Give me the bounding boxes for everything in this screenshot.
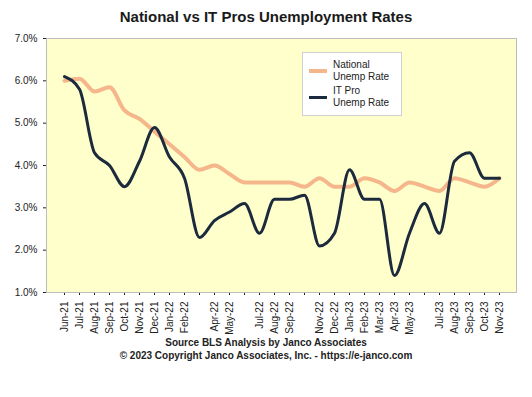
svg-text:Dec-22: Dec-22	[329, 301, 340, 334]
svg-text:Oct-21: Oct-21	[119, 301, 130, 331]
svg-text:May-22: May-22	[224, 301, 235, 335]
svg-text:Apr-22: Apr-22	[209, 301, 220, 331]
svg-text:Aug-22: Aug-22	[269, 301, 280, 334]
svg-text:Jan-22: Jan-22	[164, 301, 175, 332]
svg-text:Sep-21: Sep-21	[104, 301, 115, 334]
svg-text:May-23: May-23	[404, 301, 415, 335]
html-text:Source BLS Analysis by Janco A: Source BLS Analysis by Janco Associates	[165, 337, 367, 348]
svg-text:Nov-21: Nov-21	[134, 301, 145, 334]
svg-text:4.0%: 4.0%	[15, 160, 38, 171]
svg-text:2.0%: 2.0%	[15, 244, 38, 255]
svg-text:Aug-21: Aug-21	[89, 301, 100, 334]
svg-text:3.0%: 3.0%	[15, 202, 38, 213]
svg-text:Mar-23: Mar-23	[374, 301, 385, 333]
svg-text:Nov-23: Nov-23	[494, 301, 505, 334]
html-text:National Unemp Rate: National Unemp Rate	[333, 59, 390, 82]
svg-text:Sep-22: Sep-22	[284, 301, 295, 334]
svg-text:Jul-22: Jul-22	[254, 301, 265, 329]
html-text:National vs IT Pros Unemployme: National vs IT Pros Unemployment Rates	[119, 8, 413, 25]
svg-text:Apr-23: Apr-23	[389, 301, 400, 331]
html-text:© 2023 Copyright Janco Associa: © 2023 Copyright Janco Associates, Inc. …	[119, 350, 413, 361]
svg-text:5.0%: 5.0%	[15, 117, 38, 128]
svg-text:Dec-21: Dec-21	[149, 301, 160, 334]
svg-text:Nov-22: Nov-22	[314, 301, 325, 334]
svg-text:Feb-22: Feb-22	[179, 301, 190, 333]
svg-text:Jul-23: Jul-23	[434, 301, 445, 329]
svg-text:Aug-23: Aug-23	[449, 301, 460, 334]
html-text:IT Pro Unemp Rate: IT Pro Unemp Rate	[333, 85, 390, 108]
svg-text:Jul-21: Jul-21	[74, 301, 85, 329]
svg-text:Jan-23: Jan-23	[344, 301, 355, 332]
svg-text:Jun-21: Jun-21	[59, 301, 70, 332]
svg-text:6.0%: 6.0%	[15, 75, 38, 86]
svg-text:Oct-23: Oct-23	[479, 301, 490, 331]
svg-text:1.0%: 1.0%	[15, 287, 38, 298]
svg-text:Sep-23: Sep-23	[464, 301, 475, 334]
svg-text:7.0%: 7.0%	[15, 33, 38, 44]
svg-text:Feb-23: Feb-23	[359, 301, 370, 333]
